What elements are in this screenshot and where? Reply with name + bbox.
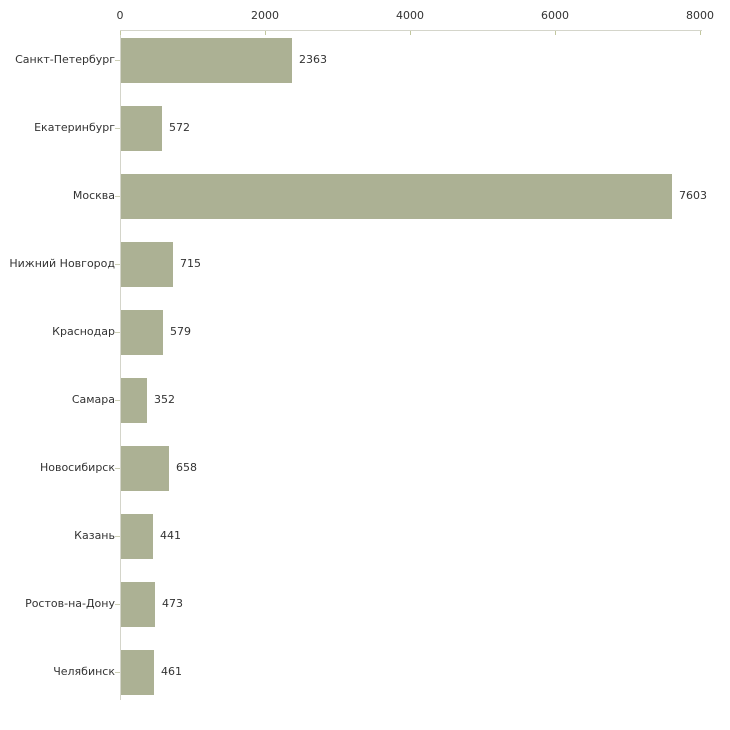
category-label: Нижний Новгород xyxy=(9,257,115,270)
category-label: Челябинск xyxy=(53,665,115,678)
x-axis-tick-label: 6000 xyxy=(541,9,569,22)
category-tick xyxy=(115,536,120,537)
x-axis-tick-label: 4000 xyxy=(396,9,424,22)
category-tick xyxy=(115,468,120,469)
value-label: 473 xyxy=(162,597,183,610)
x-axis-tick-label: 0 xyxy=(116,9,124,22)
value-label: 352 xyxy=(154,393,175,406)
category-tick xyxy=(115,400,120,401)
category-tick xyxy=(115,264,120,265)
x-axis-line xyxy=(120,30,702,31)
bar xyxy=(121,378,147,423)
value-label: 658 xyxy=(176,461,197,474)
bar xyxy=(121,310,163,355)
category-label: Краснодар xyxy=(52,325,115,338)
x-axis-tick xyxy=(410,31,411,35)
value-label: 2363 xyxy=(299,53,327,66)
x-axis-tick-label: 8000 xyxy=(686,9,714,22)
category-label: Новосибирск xyxy=(39,461,115,474)
bar xyxy=(121,174,672,219)
value-label: 715 xyxy=(180,257,201,270)
category-label: Москва xyxy=(72,189,115,202)
category-label: Екатеринбург xyxy=(34,121,115,134)
value-label: 572 xyxy=(169,121,190,134)
x-axis-tick xyxy=(700,31,701,35)
x-axis-tick-label: 2000 xyxy=(251,9,279,22)
x-axis-tick xyxy=(265,31,266,35)
category-tick xyxy=(115,196,120,197)
bar xyxy=(121,38,292,83)
bar xyxy=(121,446,169,491)
x-axis-tick xyxy=(555,31,556,35)
value-label: 461 xyxy=(161,665,182,678)
bar xyxy=(121,582,155,627)
category-tick xyxy=(115,128,120,129)
x-axis-tick xyxy=(120,31,121,35)
category-label: Ростов-на-Дону xyxy=(25,597,115,610)
bar xyxy=(121,650,154,695)
bar xyxy=(121,106,162,151)
category-tick xyxy=(115,60,120,61)
category-tick xyxy=(115,604,120,605)
value-label: 7603 xyxy=(679,189,707,202)
y-axis-line xyxy=(120,30,121,700)
category-label: Казань xyxy=(74,529,115,542)
value-label: 579 xyxy=(170,325,191,338)
category-label: Санкт-Петербург xyxy=(15,53,115,66)
category-tick xyxy=(115,672,120,673)
category-label: Самара xyxy=(71,393,115,406)
bar xyxy=(121,242,173,287)
bar xyxy=(121,514,153,559)
category-tick xyxy=(115,332,120,333)
value-label: 441 xyxy=(160,529,181,542)
